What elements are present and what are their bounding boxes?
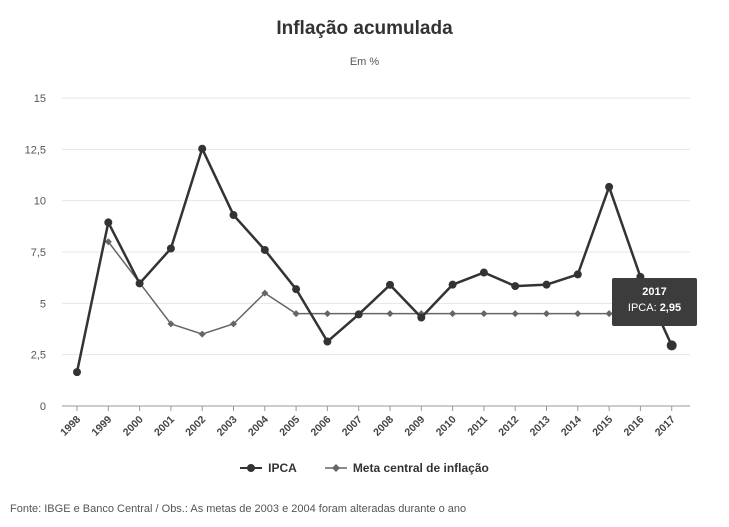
y-tick-label: 7,5: [31, 247, 46, 259]
ipca-point: [542, 280, 551, 289]
x-tick-label: 2008: [371, 414, 396, 439]
meta-point: [511, 310, 519, 318]
x-tick-label: 2002: [183, 414, 208, 439]
meta-point: [323, 310, 331, 318]
x-tick-label: 2005: [277, 414, 302, 439]
tooltip-value: 2,95: [659, 302, 682, 314]
ipca-point: [260, 245, 269, 254]
legend-meta-label: Meta central de inflação: [352, 461, 489, 475]
tooltip: 2017 IPCA: 2,95: [612, 278, 697, 326]
y-tick-label: 15: [34, 93, 46, 105]
legend-ipca-marker: [240, 464, 263, 472]
x-tick-label: 2001: [152, 414, 177, 439]
ipca-series-line: [75, 147, 673, 373]
ipca-point: [229, 211, 238, 220]
legend: IPCA Meta central de inflação: [0, 461, 729, 475]
tooltip-label: IPCA:: [627, 302, 657, 314]
x-tick-label: 2010: [434, 414, 459, 439]
meta-point: [230, 320, 237, 328]
legend-meta-marker: [324, 464, 347, 472]
chart-title: Inflação acumulada: [276, 18, 453, 39]
x-tick-label: 2000: [121, 414, 146, 439]
ipca-point: [73, 368, 81, 377]
meta-point: [543, 310, 550, 318]
y-tick-label: 0: [40, 401, 46, 413]
legend-item-ipca[interactable]: IPCA: [240, 461, 297, 475]
x-tick-label: 2016: [622, 414, 647, 439]
x-tick-label: 2011: [465, 414, 490, 439]
ipca-point: [198, 144, 207, 153]
ipca-point: [323, 337, 332, 346]
ipca-point: [354, 310, 363, 319]
x-tick-label: 2017: [653, 414, 678, 439]
ipca-point: [135, 279, 144, 288]
x-tick-label: 2003: [215, 414, 240, 439]
meta-point: [480, 310, 488, 318]
x-tick-label: 2006: [309, 414, 334, 439]
ipca-point: [166, 244, 175, 253]
legend-ipca-label: IPCA: [268, 461, 297, 475]
ipca-point: [666, 340, 677, 351]
ipca-point: [511, 282, 520, 291]
ipca-point: [417, 313, 426, 322]
y-tick-label: 12,5: [25, 144, 46, 156]
meta-point: [167, 320, 175, 328]
chart-subtitle: Em %: [349, 56, 380, 68]
x-tick-label: 2015: [590, 414, 615, 439]
x-tick-label: 2007: [340, 414, 365, 439]
meta-point: [261, 289, 269, 297]
y-tick-label: 2,5: [31, 350, 46, 362]
x-tick-label: 2004: [246, 414, 271, 439]
x-tick-label: 2013: [528, 414, 553, 439]
y-tick-label: 10: [34, 196, 46, 208]
meta-point: [449, 310, 457, 318]
y-tick-label: 5: [40, 298, 46, 310]
ipca-point: [292, 285, 301, 294]
ipca-point: [573, 270, 582, 279]
legend-item-meta[interactable]: Meta central de inflação: [324, 461, 489, 475]
meta-point: [198, 330, 206, 338]
meta-point: [605, 310, 613, 318]
x-tick-label: 1998: [58, 414, 83, 439]
x-tick-label: 2009: [402, 414, 427, 439]
x-tick-label: 1999: [89, 414, 114, 439]
x-tick-label: 2014: [559, 414, 584, 439]
ipca-point: [104, 218, 113, 227]
meta-point: [292, 310, 300, 318]
ipca-point: [448, 280, 457, 289]
ipca-point: [479, 268, 488, 277]
ipca-point: [386, 280, 394, 289]
ipca-point: [605, 182, 614, 191]
meta-point: [574, 310, 582, 318]
meta-point: [104, 238, 112, 246]
tooltip-year: 2017: [642, 286, 667, 298]
meta-point: [386, 310, 394, 318]
source-note: Fonte: IBGE e Banco Central / Obs.: As m…: [10, 503, 467, 515]
x-tick-label: 2012: [496, 414, 521, 439]
